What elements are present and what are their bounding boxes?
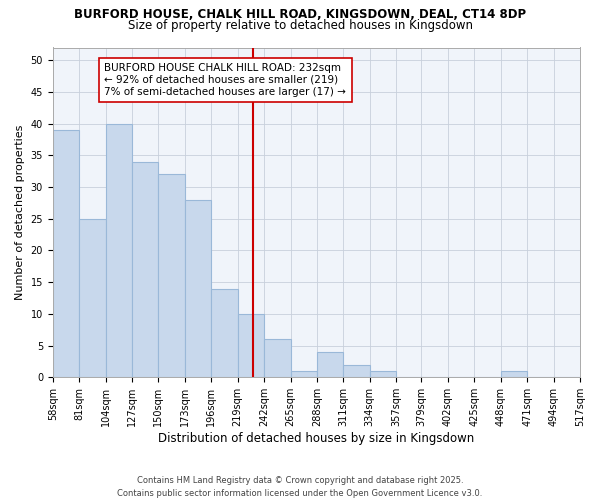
- Bar: [238, 314, 264, 378]
- Bar: [317, 352, 343, 378]
- Bar: [158, 174, 185, 378]
- Bar: [53, 130, 79, 378]
- X-axis label: Distribution of detached houses by size in Kingsdown: Distribution of detached houses by size …: [158, 432, 475, 445]
- Text: BURFORD HOUSE CHALK HILL ROAD: 232sqm
← 92% of detached houses are smaller (219): BURFORD HOUSE CHALK HILL ROAD: 232sqm ← …: [104, 64, 346, 96]
- Bar: [132, 162, 158, 378]
- Bar: [264, 340, 290, 378]
- Text: Size of property relative to detached houses in Kingsdown: Size of property relative to detached ho…: [128, 18, 473, 32]
- Text: Contains HM Land Registry data © Crown copyright and database right 2025.
Contai: Contains HM Land Registry data © Crown c…: [118, 476, 482, 498]
- Text: BURFORD HOUSE, CHALK HILL ROAD, KINGSDOWN, DEAL, CT14 8DP: BURFORD HOUSE, CHALK HILL ROAD, KINGSDOW…: [74, 8, 526, 20]
- Bar: [290, 371, 317, 378]
- Bar: [185, 200, 211, 378]
- Y-axis label: Number of detached properties: Number of detached properties: [15, 124, 25, 300]
- Bar: [106, 124, 132, 378]
- Bar: [343, 364, 370, 378]
- Bar: [501, 371, 527, 378]
- Bar: [370, 371, 396, 378]
- Bar: [79, 219, 106, 378]
- Bar: [211, 288, 238, 378]
